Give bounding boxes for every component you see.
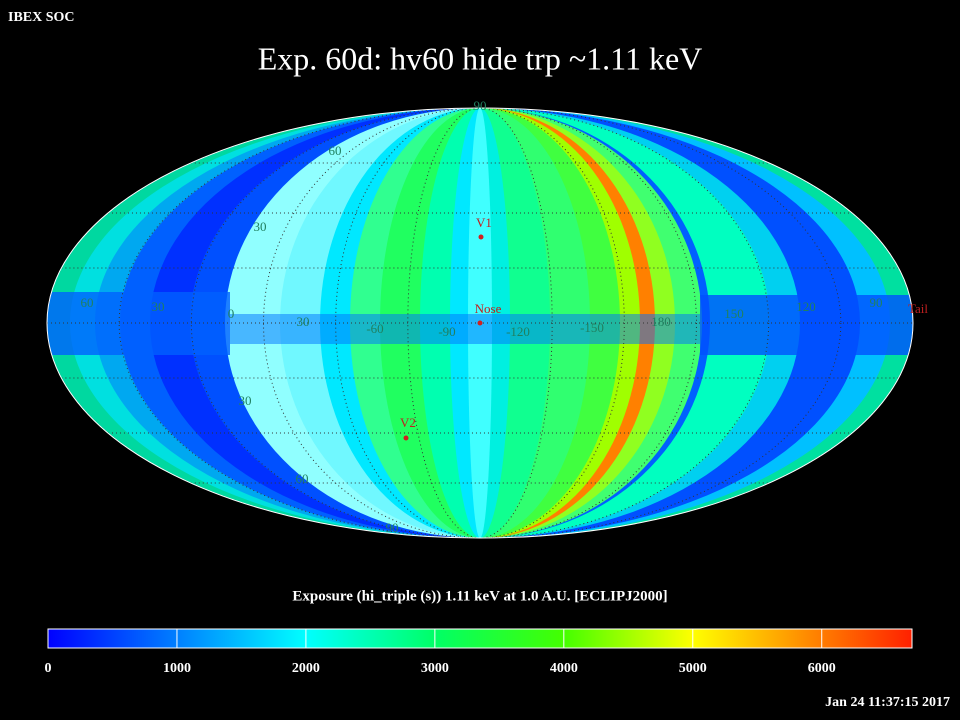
colorbar-tick-label: 2000 <box>292 661 320 676</box>
grid-label: 60 <box>329 143 342 158</box>
grid-label: 150 <box>724 306 744 321</box>
timestamp: Jan 24 11:37:15 2017 <box>825 695 950 710</box>
marker-label: Nose <box>475 301 502 316</box>
grid-label: 0 <box>228 306 235 321</box>
map-labels: 90 60 30 60 30 0 30 -60 -90 -120 -150 180 150 120 90 30… <box>81 98 929 535</box>
marker-dot <box>477 320 483 326</box>
sky-map <box>47 108 913 538</box>
colorbar-tick-label: 4000 <box>550 661 578 676</box>
grid-label: 30 <box>152 299 165 314</box>
corner-label: IBEX SOC <box>8 10 75 25</box>
meridian <box>118 108 842 538</box>
grid-label: 90 <box>870 295 883 310</box>
grid-label: -90 <box>438 324 455 339</box>
meridian <box>263 108 697 538</box>
grid-label: -120 <box>506 324 530 339</box>
colorbar-tick-label: 0 <box>45 661 52 676</box>
grid-label: 90 <box>474 98 487 113</box>
grid-label: 60 <box>81 295 94 310</box>
equator-band <box>700 295 913 355</box>
colorbar-tick-label: 5000 <box>679 661 707 676</box>
grid-label: 30 <box>254 219 267 234</box>
grid-label: 90 <box>386 520 399 535</box>
meridian <box>407 108 553 538</box>
colorbar-label: Exposure (hi_triple (s)) 1.11 keV at 1.0… <box>292 588 667 604</box>
map-outline <box>46 107 914 539</box>
title: Exp. 60d: hv60 hide trp ~1.11 keV <box>258 40 703 76</box>
grid-label: 30 <box>297 314 310 329</box>
marker-label: Tail <box>908 301 928 316</box>
grid-label: 120 <box>796 299 816 314</box>
colorbar-tick-label: 1000 <box>163 661 191 676</box>
colorbar <box>47 628 913 649</box>
colorbar-tick-label: 6000 <box>808 661 836 676</box>
colorbar-ticks: 0 1000 2000 3000 4000 5000 6000 <box>45 629 836 676</box>
equator-band <box>230 314 700 344</box>
grid-label: -150 <box>580 320 604 335</box>
grid-label: 60 <box>296 471 309 486</box>
meridian <box>190 108 770 538</box>
marker-label: V1 <box>476 215 492 230</box>
marker-dot <box>478 234 484 240</box>
grid-label: 30 <box>239 393 252 408</box>
grid-label: 180 <box>651 314 671 329</box>
marker-label: V2 <box>400 415 416 430</box>
colorbar-tick-label: 3000 <box>421 661 449 676</box>
marker-dot <box>403 435 409 441</box>
grid-label: -60 <box>366 321 383 336</box>
